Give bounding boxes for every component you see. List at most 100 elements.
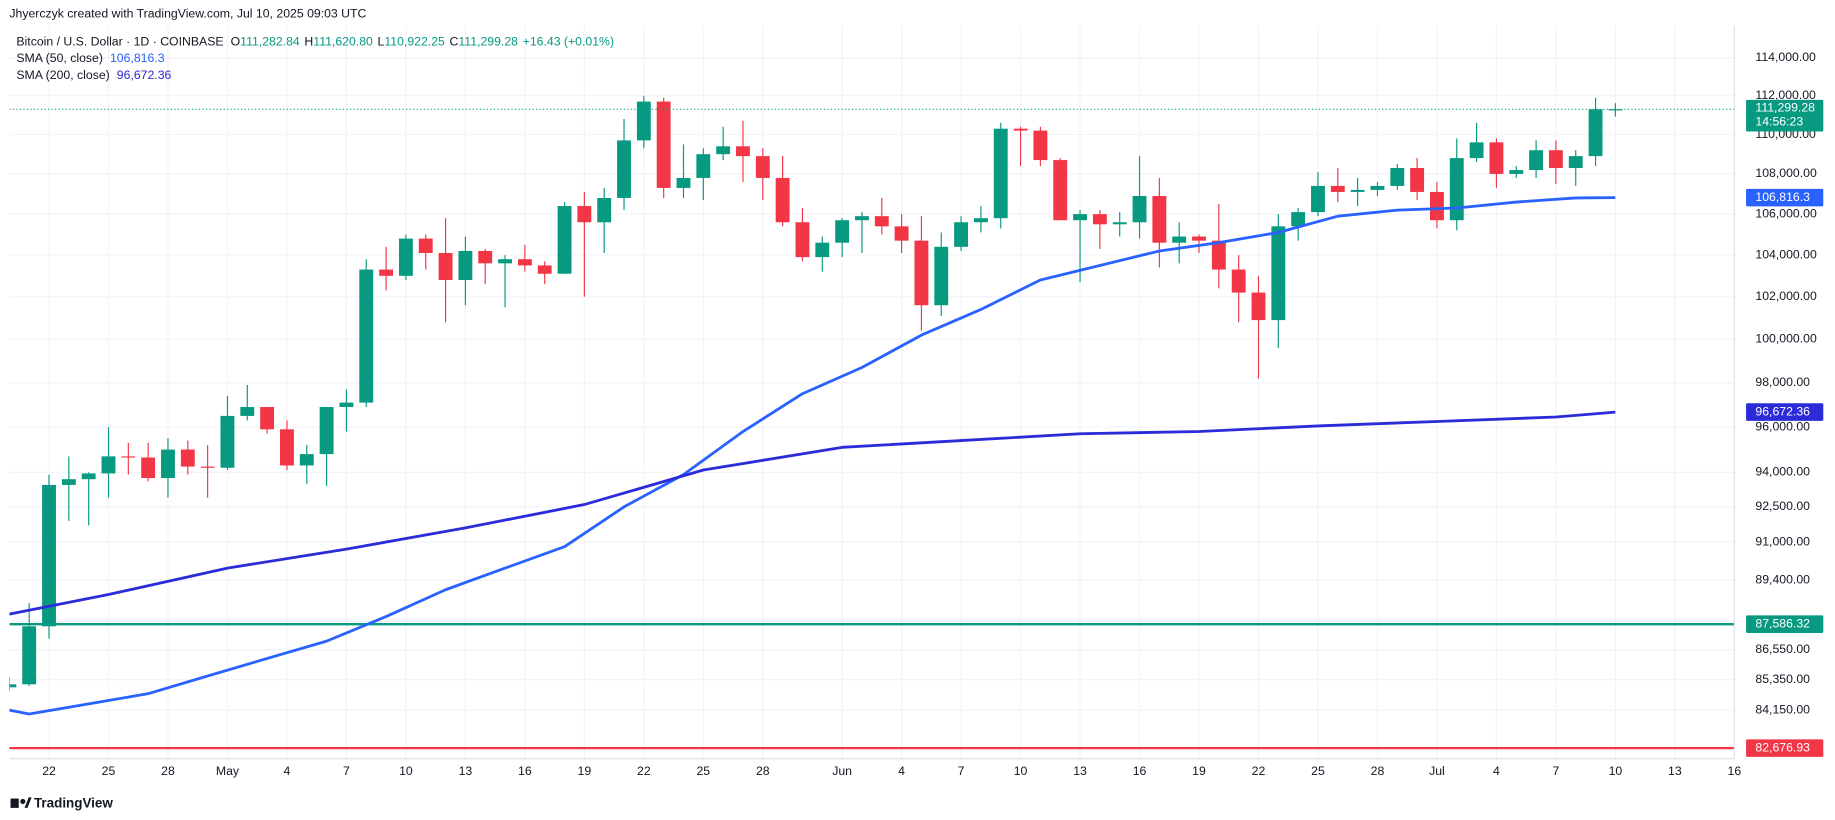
sma-legend: SMA (50, close) 106,816.3 <box>16 51 164 65</box>
x-tick-label: 10 <box>1014 764 1028 778</box>
y-tick-label: 85,350.00 <box>1755 672 1810 686</box>
x-tick-label: Jun <box>832 764 852 778</box>
x-tick-label: 16 <box>518 764 532 778</box>
y-tick-label: 94,000.00 <box>1755 465 1810 479</box>
candle-body <box>517 259 532 266</box>
y-tick-label: 91,000.00 <box>1755 534 1810 548</box>
x-tick-label: 4 <box>284 764 291 778</box>
logo-part <box>24 797 32 808</box>
watermark-text: TradingView <box>34 795 113 810</box>
candle-body <box>934 246 949 306</box>
sma-line <box>9 410 1616 616</box>
candle-body <box>1529 150 1544 170</box>
countdown: 14:56:23 <box>1755 114 1803 128</box>
candle-body <box>1271 226 1286 321</box>
candle-body <box>1132 195 1147 223</box>
ohlc-key: H <box>304 35 313 49</box>
candle-body <box>676 177 691 188</box>
candle-body <box>1152 195 1167 243</box>
x-tick-label: 16 <box>1728 764 1742 778</box>
candle-body <box>458 250 473 281</box>
candle-body <box>319 407 334 455</box>
x-tick-label: 25 <box>102 764 116 778</box>
attribution: Jhyerczyk created with TradingView.com, … <box>9 7 366 21</box>
candle-body <box>418 238 433 253</box>
ohlc-value: 111,299.28 <box>458 35 518 49</box>
candle-body <box>1489 142 1504 174</box>
candle-body <box>398 238 413 276</box>
candle-body <box>914 240 929 306</box>
candle-body <box>815 242 830 258</box>
x-tick-label: Jul <box>1429 764 1445 778</box>
candle-body <box>954 222 969 247</box>
x-tick-label: 10 <box>1609 764 1623 778</box>
candle-body <box>121 456 136 458</box>
candle-body <box>81 473 96 480</box>
candle-body <box>9 684 17 688</box>
x-tick-label: 22 <box>1252 764 1266 778</box>
candle-body <box>973 218 988 223</box>
candle-body <box>1568 156 1583 168</box>
candle-body <box>498 259 512 264</box>
x-tick-label: 7 <box>958 764 965 778</box>
series-value: 96,672.36 <box>117 68 172 82</box>
candle-body <box>835 220 850 243</box>
candle-body <box>1608 109 1623 111</box>
candle-body <box>577 206 592 223</box>
x-tick-label: May <box>216 764 240 778</box>
series-value: 106,816.3 <box>110 51 165 65</box>
ohlc-key: L <box>378 35 385 49</box>
candle-body <box>1073 214 1087 221</box>
candle-body <box>299 454 314 466</box>
candle-body <box>1469 142 1484 159</box>
candle-body <box>61 479 76 485</box>
ohlc-value: 110,922.25 <box>384 35 445 49</box>
sma-legend: SMA (200, close) 96,672.36 <box>16 68 171 82</box>
price-tag-label: 106,816.3 <box>1755 190 1810 204</box>
x-tick-label: 7 <box>343 764 350 778</box>
plot-area <box>9 95 1735 750</box>
ohlc-value: 111,282.84 <box>240 35 300 49</box>
candle-body <box>1449 158 1464 221</box>
x-tick-label: 4 <box>1493 764 1500 778</box>
candle-body <box>101 456 116 474</box>
ohlc-value: 111,620.80 <box>313 35 373 49</box>
x-tick-label: 25 <box>696 764 710 778</box>
price-tag <box>1746 188 1824 207</box>
ohlc-key: O <box>231 35 241 49</box>
candle-body <box>1033 130 1048 161</box>
watermark: TradingView <box>10 795 113 810</box>
candle-body <box>22 626 37 685</box>
y-tick-label: 92,500.00 <box>1755 499 1810 513</box>
candle-body <box>855 216 869 221</box>
symbol-legend: Bitcoin / U.S. Dollar · 1D · COINBASE O11… <box>16 35 614 49</box>
ohlc-key: C <box>450 35 459 49</box>
candle-body <box>180 449 195 467</box>
candle-body <box>1251 292 1266 321</box>
series-name: SMA (50, close) <box>16 51 103 65</box>
y-tick-label: 96,000.00 <box>1755 419 1810 433</box>
x-tick-label: 4 <box>898 764 905 778</box>
candle-body <box>220 415 235 468</box>
candle-body <box>636 101 651 141</box>
candle-body <box>775 177 790 223</box>
x-tick-label: 10 <box>399 764 413 778</box>
price-tag-label: 111,299.28 <box>1755 100 1815 114</box>
candle-body <box>1092 214 1107 225</box>
y-tick-label: 108,000.00 <box>1755 166 1817 180</box>
symbol: Bitcoin / U.S. Dollar · 1D · COINBASE <box>16 35 223 49</box>
candle-body <box>696 154 711 178</box>
candle-body <box>260 407 275 430</box>
candle-body <box>1211 240 1226 270</box>
candle-body <box>1588 109 1603 157</box>
x-tick-label: 28 <box>161 764 175 778</box>
candle-body <box>240 407 255 416</box>
grid <box>9 26 1735 759</box>
candle-body <box>42 484 56 627</box>
candle-body <box>161 449 175 479</box>
candle-body <box>656 101 671 188</box>
candle-body <box>339 402 354 408</box>
x-tick-label: 25 <box>1311 764 1325 778</box>
